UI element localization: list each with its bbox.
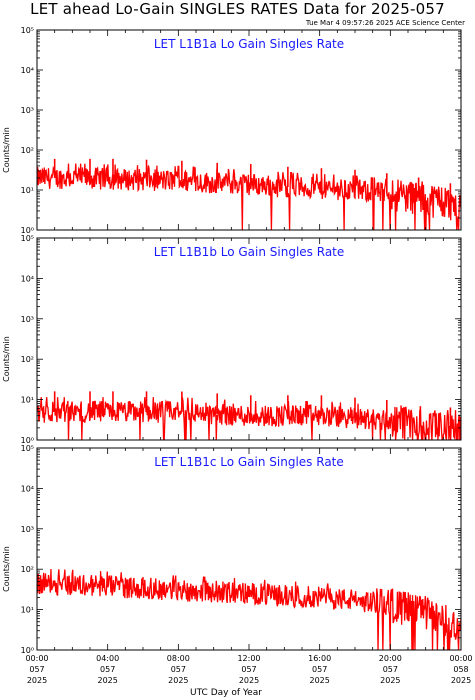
- y-axis-title: Counts/min: [2, 336, 11, 382]
- y-tick-label: 10³: [21, 106, 34, 115]
- svg-text:00:00: 00:00: [25, 654, 48, 663]
- svg-text:2025: 2025: [380, 676, 400, 685]
- svg-text:2025: 2025: [309, 676, 329, 685]
- x-tick-label: 08:00 057 2025: [167, 654, 190, 685]
- svg-text:16:00: 16:00: [308, 654, 331, 663]
- svg-text:057: 057: [171, 665, 186, 674]
- x-tick-label: 04:00 057 2025: [96, 654, 119, 685]
- panel-title: LET L1B1b Lo Gain Singles Rate: [154, 245, 345, 259]
- x-tick-label: 12:00 057 2025: [237, 654, 260, 685]
- svg-text:2025: 2025: [451, 676, 471, 685]
- y-tick-label: 10¹: [21, 396, 34, 405]
- data-series-line: [37, 163, 461, 230]
- y-tick-label: 10²: [21, 355, 34, 364]
- x-axis-title: UTC Day of Year: [190, 688, 262, 698]
- y-tick-label: 10⁰: [21, 436, 34, 445]
- svg-text:08:00: 08:00: [167, 654, 190, 663]
- svg-text:12:00: 12:00: [237, 654, 260, 663]
- y-axis-title: Counts/min: [2, 546, 11, 592]
- svg-text:057: 057: [241, 665, 256, 674]
- svg-text:057: 057: [383, 665, 398, 674]
- data-series-line: [37, 569, 461, 650]
- y-tick-label: 10²: [21, 565, 34, 574]
- y-tick-label: 10²: [21, 146, 34, 155]
- x-tick-label: 00:00 058 2025: [449, 654, 472, 685]
- x-tick-label: 16:00 057 2025: [308, 654, 331, 685]
- svg-text:057: 057: [29, 665, 44, 674]
- x-tick-label: 20:00 057 2025: [379, 654, 402, 685]
- y-tick-label: 10⁵: [21, 234, 34, 243]
- svg-text:04:00: 04:00: [96, 654, 119, 663]
- svg-text:058: 058: [453, 665, 468, 674]
- svg-text:00:00: 00:00: [449, 654, 472, 663]
- y-tick-label: 10⁴: [21, 274, 34, 283]
- y-axis-title: Counts/min: [2, 127, 11, 173]
- y-tick-label: 10⁵: [21, 444, 34, 453]
- data-series-line: [37, 397, 461, 440]
- y-tick-label: 10³: [21, 315, 34, 324]
- y-tick-label: 10¹: [21, 606, 34, 615]
- x-tick-label: 00:00 057 2025: [25, 654, 48, 685]
- y-tick-label: 10⁰: [21, 226, 34, 235]
- y-tick-label: 10⁵: [21, 26, 34, 35]
- panel-3: 10⁰ 10¹ 10² 10³ 10⁴ 10⁵ LET L1B1c Lo Gain Sing…: [2, 444, 462, 655]
- y-tick-label: 10¹: [21, 186, 34, 195]
- generation-timestamp: Tue Mar 4 09:57:26 2025 ACE Science Cent…: [305, 19, 465, 27]
- y-tick-label: 10³: [21, 525, 34, 534]
- svg-text:20:00: 20:00: [379, 654, 402, 663]
- panel-2: 10⁰ 10¹ 10² 10³ 10⁴ 10⁵ LET L1B1b Lo Gain Sing…: [2, 234, 462, 445]
- svg-text:2025: 2025: [27, 676, 47, 685]
- y-tick-label: 10⁴: [21, 484, 34, 493]
- panel-title: LET L1B1a Lo Gain Singles Rate: [154, 37, 344, 51]
- y-tick-label: 10⁰: [21, 646, 34, 655]
- panel-1: 10⁰ 10¹ 10² 10³ 10⁴ 10⁵ LET L1B1a Lo Gain Sing…: [2, 26, 462, 235]
- y-tick-label: 10⁴: [21, 66, 34, 75]
- page-title: LET ahead Lo-Gain SINGLES RATES Data for…: [30, 0, 445, 18]
- svg-text:057: 057: [312, 665, 327, 674]
- svg-text:2025: 2025: [97, 676, 117, 685]
- svg-text:2025: 2025: [239, 676, 259, 685]
- svg-text:057: 057: [100, 665, 115, 674]
- svg-text:2025: 2025: [168, 676, 188, 685]
- panel-title: LET L1B1c Lo Gain Singles Rate: [154, 455, 344, 469]
